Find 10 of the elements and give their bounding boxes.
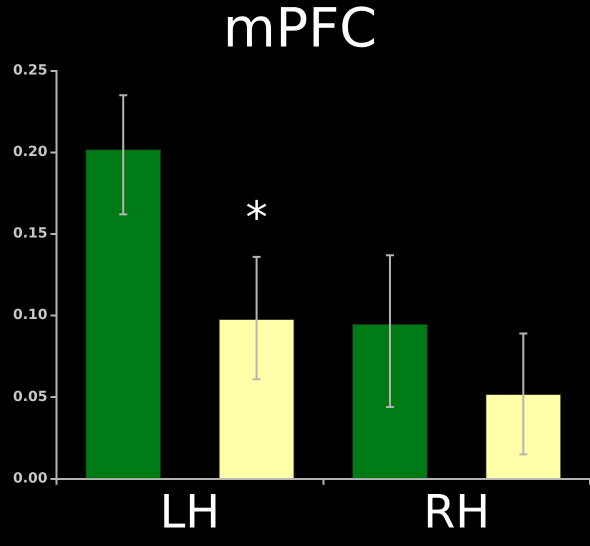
y-tick-label: 0.15: [12, 226, 48, 242]
y-tick-label: 0.25: [12, 62, 48, 78]
y-tick-label: 0.20: [12, 144, 48, 160]
x-tick-label: RH: [423, 484, 490, 538]
annotation: *: [246, 192, 268, 244]
y-tick-label: 0.10: [12, 307, 48, 324]
x-tick-label: LH: [160, 484, 220, 538]
y-tick-label: 0.05: [12, 388, 48, 405]
chart-title: mPFC: [223, 0, 377, 60]
y-tick-label: 0.00: [12, 470, 48, 486]
